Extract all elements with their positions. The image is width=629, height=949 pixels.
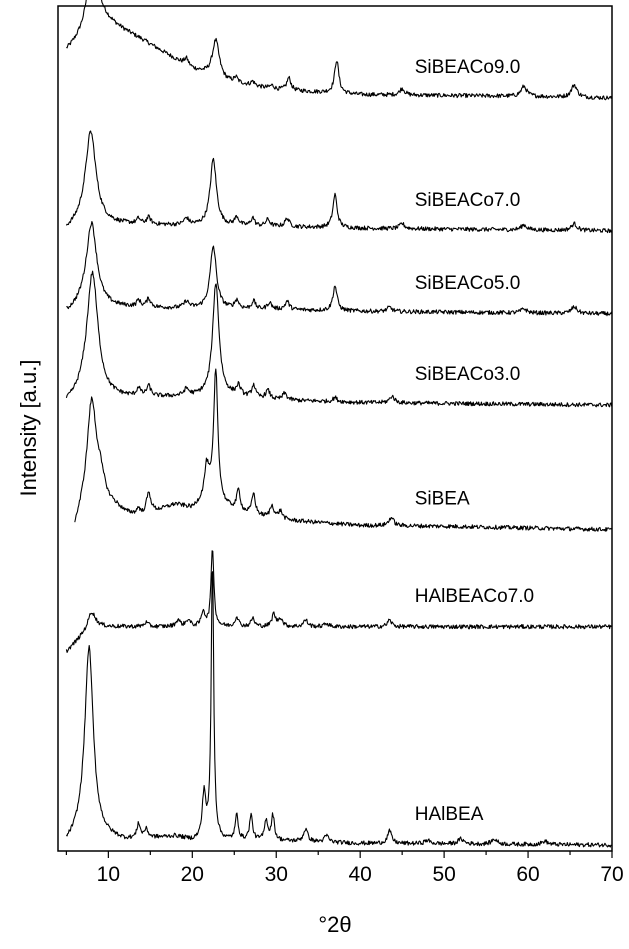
x-tick-label: 50 [432,863,455,886]
y-axis-title: Intensity [a.u.] [16,360,41,497]
x-tick-label: 10 [97,863,120,886]
series-label: SiBEACo3.0 [415,364,521,385]
x-tick-label: 70 [600,863,623,886]
series-label: SiBEA [415,489,470,510]
series-labels: SiBEACo9.0 SiBEACo7.0 SiBEACo5.0 SiBEACo3.0… [415,57,534,825]
series-trace [66,0,611,100]
x-axis-title: °2θ [318,912,351,937]
series-label: SiBEACo5.0 [415,273,521,294]
series-trace [66,222,611,316]
x-tick-label: 40 [349,863,372,886]
series-label: HAlBEACo7.0 [415,586,534,607]
plot-frame [58,6,612,851]
series-trace [66,572,611,847]
diffraction-traces [66,0,612,847]
x-axis-ticks: 10 20 30 40 50 60 70 [66,851,623,886]
x-tick-label: 60 [516,863,539,886]
series-trace [66,131,611,233]
x-tick-label: 20 [181,863,204,886]
x-tick-label: 30 [265,863,288,886]
series-label: SiBEACo9.0 [415,57,521,78]
series-label: SiBEACo7.0 [415,190,521,211]
series-trace [66,271,611,407]
series-label: HAlBEA [415,804,484,825]
